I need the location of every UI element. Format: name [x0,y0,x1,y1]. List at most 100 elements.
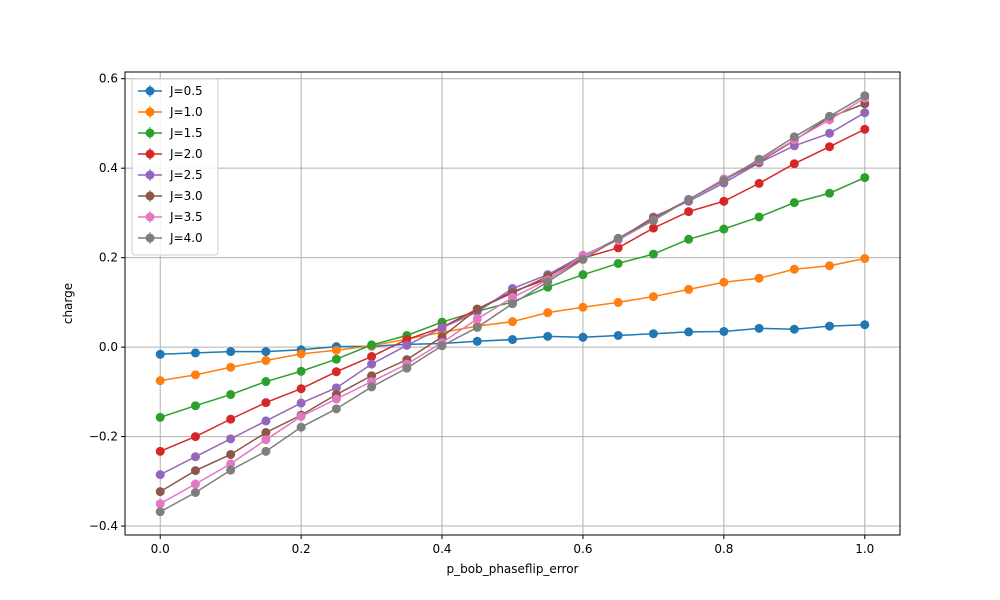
data-point [578,254,588,264]
data-point [613,330,623,340]
data-point [437,323,447,333]
data-point [296,366,306,376]
data-point [155,446,165,456]
legend-marker [145,128,155,138]
x-tick-label: 0.2 [292,542,311,556]
legend-item: J=0.5 [138,84,203,98]
y-tick-label: 0.2 [99,251,118,265]
y-tick-label: −0.4 [89,519,118,533]
data-point [437,341,447,351]
legend-label: J=1.5 [169,126,203,140]
data-point [190,466,200,476]
data-point [331,394,341,404]
data-point [261,435,271,445]
data-point [226,449,236,459]
legend-marker [145,233,155,243]
y-tick-label: −0.2 [89,430,118,444]
data-point [261,416,271,426]
data-point [261,398,271,408]
plot-frame [124,71,901,536]
data-point [226,434,236,444]
data-point [155,470,165,480]
data-point [190,348,200,358]
data-point [155,349,165,359]
data-point [648,292,658,302]
y-tick-label: 0.0 [99,340,118,354]
y-tick-label: 0.6 [99,72,118,86]
data-point [684,284,694,294]
data-point [367,382,377,392]
data-point [190,479,200,489]
data-point [226,459,236,469]
data-point [719,224,729,234]
data-point [825,128,835,138]
x-tick-label: 1.0 [855,542,874,556]
data-point [508,299,517,309]
data-point [578,270,588,280]
legend-label: J=2.5 [169,168,203,182]
series-J=4.0 [155,91,870,517]
legend-label: J=1.0 [169,105,203,119]
data-point [613,258,623,268]
data-point [684,207,694,217]
data-point [155,487,165,497]
legend-label: J=3.0 [169,189,203,203]
data-point [190,401,200,411]
legend-marker [145,212,155,222]
data-point [754,154,764,164]
y-tick-label: 0.4 [99,161,118,175]
data-point [331,367,341,377]
legend-label: J=0.5 [169,84,203,98]
legend-marker [145,191,155,201]
data-point [331,404,341,414]
data-point [261,446,271,456]
legend-box [131,78,219,256]
data-point [261,377,271,387]
data-point [684,327,694,337]
legend-label: J=2.0 [169,147,203,161]
data-point [719,326,729,336]
series-layer [155,91,870,517]
data-point [508,317,517,327]
data-point [613,297,623,307]
data-point [578,302,588,312]
data-point [860,91,870,101]
legend-marker [145,170,155,180]
data-point [155,376,165,386]
data-point [402,363,412,373]
legend-item: J=1.5 [138,126,203,140]
data-point [789,132,799,142]
data-point [825,142,835,152]
data-point [472,314,482,324]
data-point [226,362,236,372]
data-point [472,322,482,332]
legend-marker [145,86,155,96]
tick-layer: 0.0 0.2 0.4 0.6 0.8 1.0 −0.4 −0.2 0.0 0.2 0.4 0.6 [89,72,874,556]
data-point [648,249,658,259]
data-point [190,452,200,462]
legend-marker [145,149,155,159]
x-tick-label: 0.0 [151,542,170,556]
legend-item: J=3.5 [138,210,203,224]
data-point [543,331,553,341]
data-point [684,234,694,244]
data-point [648,223,658,233]
data-point [331,383,341,393]
data-point [860,124,870,134]
data-point [754,178,764,188]
data-point [226,414,236,424]
data-point [226,465,236,475]
data-point [190,370,200,380]
data-point [719,196,729,206]
grid-layer [125,72,900,535]
data-point [789,159,799,169]
data-point [190,488,200,498]
data-point [190,432,200,442]
data-point [472,304,482,314]
x-tick-label: 0.8 [714,542,733,556]
data-point [543,308,553,318]
data-point [613,243,623,253]
data-point [860,108,870,118]
data-point [472,336,482,346]
data-point [508,335,517,345]
